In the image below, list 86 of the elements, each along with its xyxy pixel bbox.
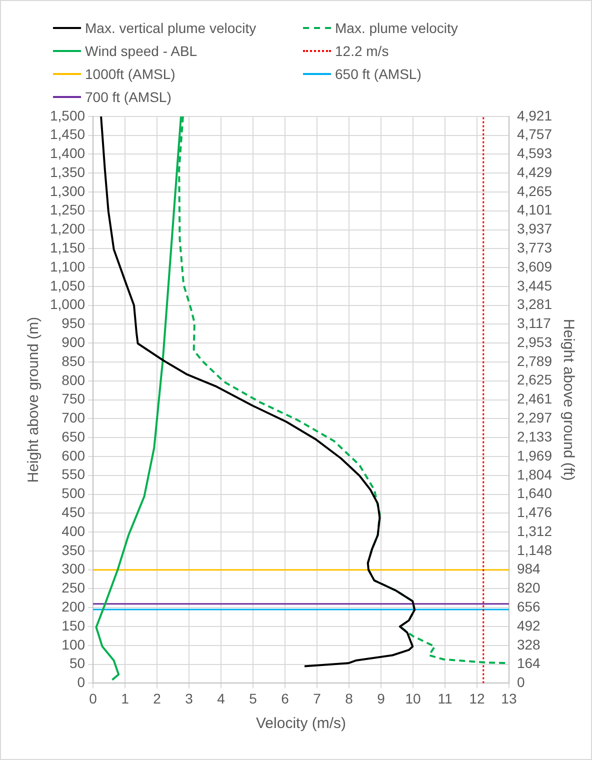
y-tick-label: 1,150: [50, 240, 86, 256]
y-tick-label: 1,250: [50, 202, 86, 218]
y-tick-label: 900: [62, 334, 86, 350]
y-tick-label: 300: [62, 560, 86, 577]
y2-tick-label: 820: [516, 580, 541, 596]
x-tick-label: 13: [501, 690, 517, 706]
y2-tick-label: 4,593: [516, 145, 552, 162]
y2-tick-label: 4,921: [516, 107, 552, 124]
y-tick-label: 550: [62, 466, 86, 482]
y-tick-label: 1,100: [50, 258, 86, 274]
legend-label: Wind speed - ABL: [85, 42, 198, 58]
y-tick-label: 1,000: [50, 296, 86, 312]
x-tick-label: 1: [121, 690, 130, 706]
y2-tick-label: 1,476: [516, 504, 552, 520]
y2-tick-label: 2,953: [516, 334, 552, 350]
y-tick-label: 1,200: [50, 220, 86, 237]
y-tick-label: 800: [62, 372, 86, 388]
y2-tick-label: 0: [516, 674, 525, 690]
y2-tick-label: 2,789: [516, 352, 552, 369]
y-tick-label: 850: [62, 352, 86, 369]
y2-tick-label: 3,937: [516, 220, 552, 237]
y2-tick-label: 164: [516, 655, 541, 672]
y-tick-label: 400: [62, 522, 86, 539]
y2-tick-label: 3,117: [516, 315, 552, 332]
y2-tick-label: 4,429: [516, 164, 552, 180]
y2-tick-label: 2,133: [516, 428, 552, 444]
y2-tick-label: 328: [516, 636, 541, 652]
legend-label: 1000ft (AMSL): [85, 66, 176, 82]
x-tick-label: 12: [469, 690, 485, 706]
x-tick-label: 4: [217, 690, 226, 706]
x-axis-title: Velocity (m/s): [256, 715, 346, 732]
y2-tick-label: 4,757: [516, 126, 552, 142]
x-tick-label: 7: [313, 690, 322, 706]
y2-tick-label: 984: [516, 560, 541, 577]
y2-tick-label: 1,969: [516, 447, 552, 464]
y-tick-label: 1,300: [50, 182, 86, 199]
y-tick-label: 250: [62, 580, 86, 596]
x-tick-label: 11: [438, 690, 452, 706]
y2-tick-label: 656: [516, 598, 541, 614]
y2-tick-label: 2,297: [516, 409, 552, 426]
y-tick-label: 500: [62, 485, 86, 502]
legend-label: 12.2 m/s: [335, 42, 389, 58]
y-tick-label: 0: [77, 674, 86, 690]
y-tick-label: 750: [62, 390, 86, 407]
y-tick-label: 450: [62, 504, 86, 520]
y2-tick-label: 1,640: [516, 485, 552, 502]
legend-label: Max. plume velocity: [335, 20, 458, 36]
y2-tick-label: 2,625: [516, 372, 552, 388]
legend-label: 700 ft (AMSL): [85, 88, 172, 104]
x-tick-label: 8: [345, 690, 354, 706]
y-tick-label: 50: [69, 655, 86, 672]
y2-tick-label: 492: [516, 617, 541, 634]
y-tick-label: 1,050: [50, 277, 86, 294]
x-tick-label: 10: [405, 690, 421, 706]
x-tick-label: 3: [185, 690, 194, 706]
y-tick-label: 1,500: [50, 107, 86, 124]
y-tick-label: 100: [62, 636, 86, 652]
legend-label: 650 ft (AMSL): [335, 66, 422, 82]
x-tick-label: 0: [89, 690, 98, 706]
y2-tick-label: 4,265: [516, 182, 552, 199]
x-tick-label: 2: [153, 690, 162, 706]
y2-tick-label: 3,773: [516, 239, 552, 256]
y-tick-label: 350: [62, 542, 86, 558]
x-tick-label: 5: [249, 690, 258, 706]
y2-tick-label: 3,609: [516, 258, 552, 274]
y2-tick-label: 2,461: [516, 390, 552, 407]
y2-tick-label: 1,148: [516, 542, 552, 558]
y-tick-label: 650: [62, 428, 86, 444]
y2-tick-label: 3,445: [516, 277, 552, 294]
y-tick-label: 1,350: [50, 164, 86, 180]
y-tick-label: 700: [62, 410, 86, 426]
y-tick-label: 600: [62, 447, 86, 464]
y2-axis-title: Height above ground (ft): [560, 318, 577, 481]
y-tick-label: 1,400: [50, 145, 86, 162]
y2-tick-label: 3,281: [516, 296, 552, 312]
y2-tick-label: 4,101: [516, 202, 552, 218]
legend-label: Max. vertical plume velocity: [85, 20, 256, 36]
y2-tick-label: 1,312: [516, 522, 552, 539]
x-tick-label: 9: [377, 690, 386, 706]
y2-tick-label: 1,804: [516, 466, 552, 482]
y-tick-label: 150: [62, 617, 86, 634]
y-tick-label: 1,450: [50, 126, 86, 142]
x-tick-label: 6: [281, 690, 290, 706]
y-tick-label: 950: [62, 315, 86, 332]
y-tick-label: 200: [62, 598, 86, 614]
y-axis-title: Height above ground (m): [25, 316, 42, 483]
